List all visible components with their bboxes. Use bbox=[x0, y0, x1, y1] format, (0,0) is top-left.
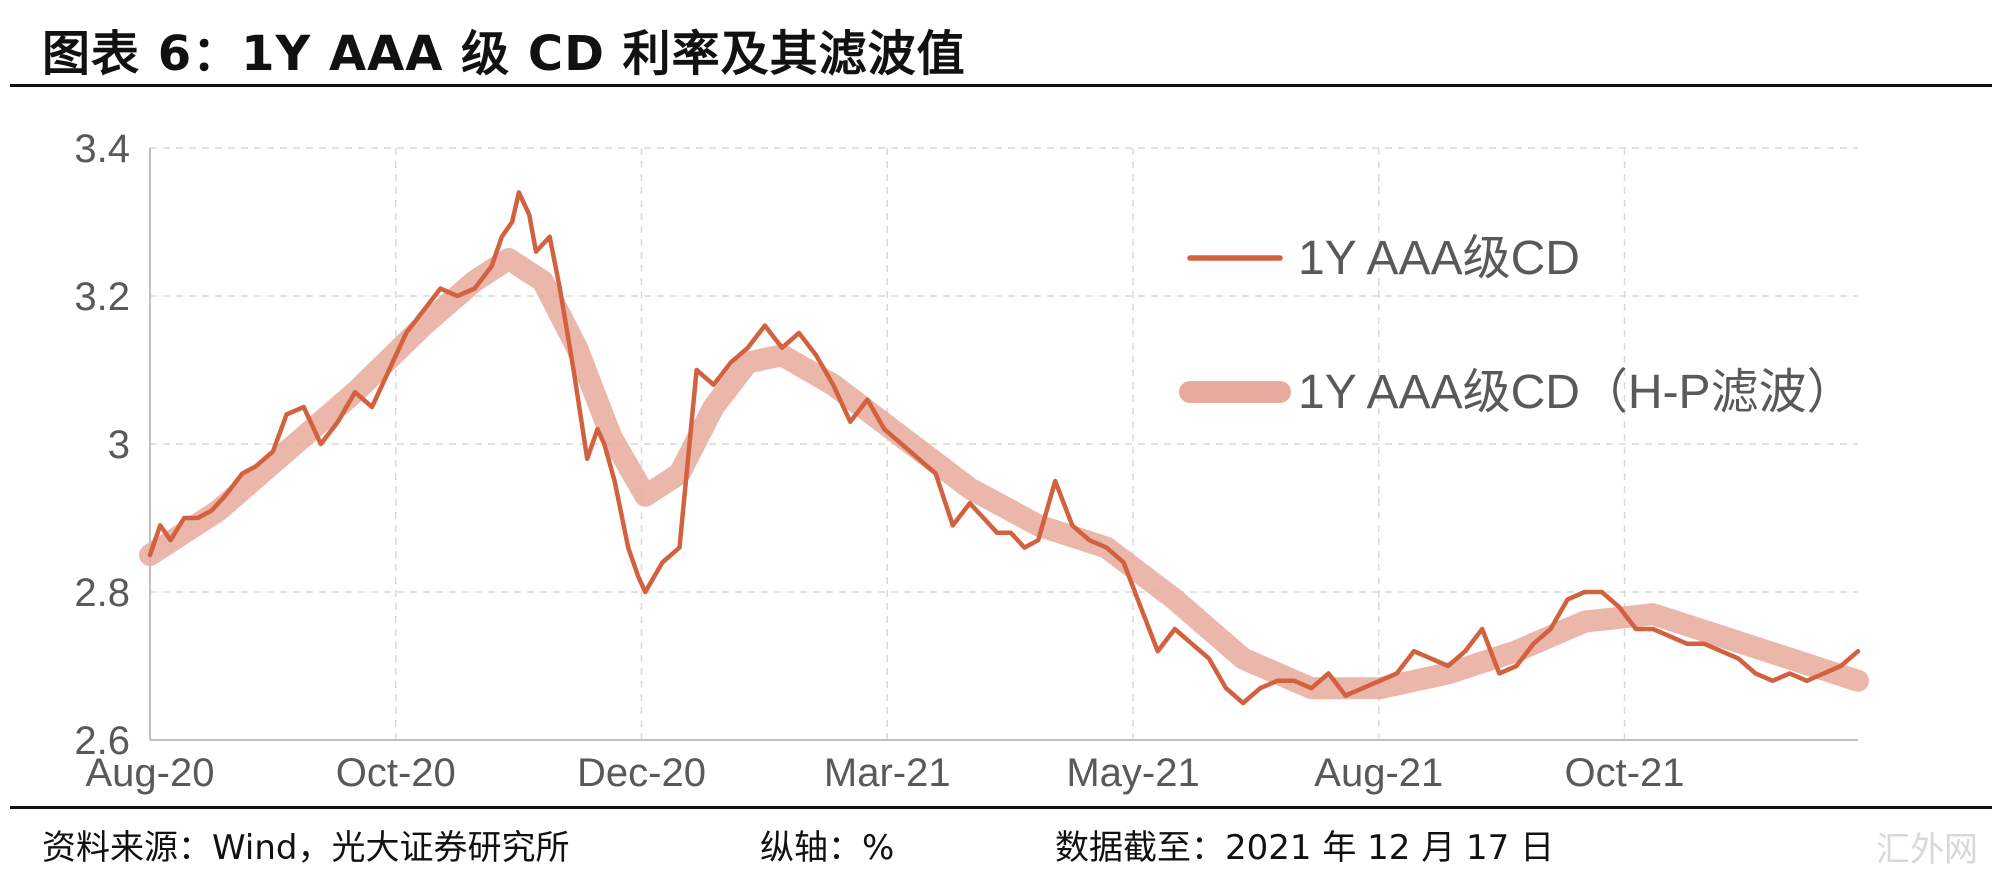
y-tick-label: 3.4 bbox=[74, 127, 130, 171]
grid-lines bbox=[150, 147, 1858, 740]
source-note: 资料来源：Wind，光大证券研究所 bbox=[42, 828, 570, 868]
data-date-note: 数据截至：2021 年 12 月 17 日 bbox=[1055, 828, 1555, 868]
x-tick-label: Oct-21 bbox=[1565, 751, 1685, 795]
axis-unit-note: 纵轴：% bbox=[760, 828, 895, 868]
x-tick-label: Oct-20 bbox=[336, 751, 456, 795]
line-chart: 3.4 3.2 3 2.8 2.6 Aug-20 Oct-20 Dec-20 Mar-21 Ma… bbox=[74, 127, 1869, 795]
series-hp-filter-line bbox=[139, 248, 1869, 700]
legend-label-hp: 1Y AAA级CD（H-P滤波） bbox=[1298, 366, 1855, 419]
x-tick-label: Dec-20 bbox=[577, 751, 706, 795]
x-tick-label: Mar-21 bbox=[824, 751, 951, 795]
x-tick-label: Aug-20 bbox=[86, 751, 215, 795]
legend: 1Y AAA级CD 1Y AAA级CD（H-P滤波） bbox=[1179, 232, 1855, 419]
x-tick-label: Aug-21 bbox=[1314, 751, 1443, 795]
x-tick-labels: Aug-20 Oct-20 Dec-20 Mar-21 May-21 Aug-21 Oct-… bbox=[86, 751, 1685, 795]
series-lines bbox=[139, 190, 1869, 706]
axes bbox=[149, 148, 1858, 741]
series-1y-aaa-cd-line bbox=[147, 190, 1861, 706]
watermark-logo: 汇外网 bbox=[1876, 830, 1978, 870]
y-tick-label: 3.2 bbox=[74, 275, 130, 319]
x-tick-label: May-21 bbox=[1066, 751, 1199, 795]
y-tick-label: 3 bbox=[108, 423, 130, 467]
legend-label-raw: 1Y AAA级CD bbox=[1298, 232, 1580, 285]
title-rule bbox=[10, 84, 1992, 87]
footer-rule bbox=[10, 806, 1992, 809]
y-tick-label: 2.6 bbox=[74, 719, 130, 763]
y-tick-label: 2.8 bbox=[74, 571, 130, 615]
page-title: 图表 6：1Y AAA 级 CD 利率及其滤波值 bbox=[42, 26, 966, 82]
y-tick-labels: 3.4 3.2 3 2.8 2.6 bbox=[74, 127, 130, 763]
